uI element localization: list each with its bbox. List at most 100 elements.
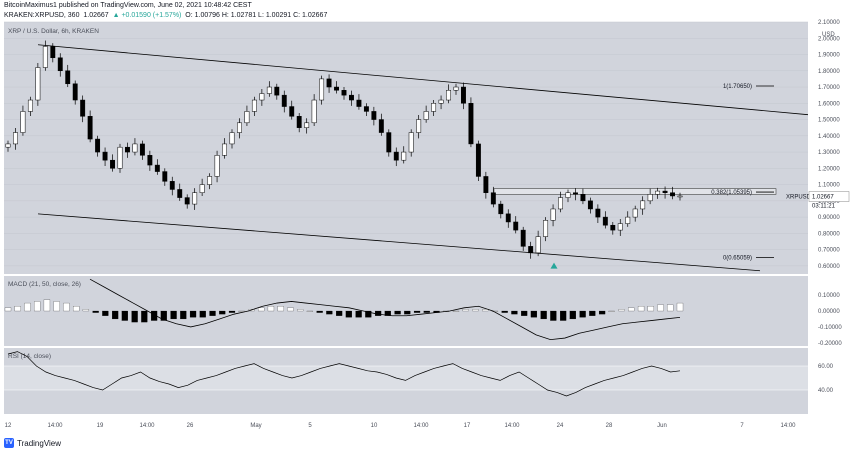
candle-body: [95, 138, 101, 153]
candle-body: [214, 155, 220, 177]
resistance-zone: [493, 188, 777, 195]
price-tick-label: 0.60000: [818, 264, 840, 270]
current-price-label: 1.02667: [812, 195, 834, 201]
candle-body: [677, 195, 683, 198]
candle-body: [244, 111, 250, 124]
candle-body: [528, 246, 534, 254]
candle-body: [326, 78, 332, 88]
macd-histogram-bar: [121, 310, 128, 321]
macd-histogram-bar: [160, 310, 167, 321]
x-tick-label: 14:00: [139, 423, 155, 429]
candle-body: [237, 122, 242, 133]
macd-histogram-bar: [521, 310, 528, 316]
candle-body: [229, 132, 235, 145]
macd-histogram-bar: [82, 309, 90, 312]
macd-histogram-bar: [14, 306, 21, 312]
rsi-pane-bg: [4, 348, 808, 414]
price-tick-label: 0.70000: [818, 248, 840, 254]
price-tick-label: 1.80000: [818, 69, 840, 75]
x-tick-label: 14:00: [504, 423, 520, 429]
macd-histogram-bar: [297, 309, 304, 312]
macd-histogram-bar: [43, 299, 51, 312]
candle-body: [132, 143, 138, 153]
candle-body: [401, 151, 407, 161]
candle-body: [513, 221, 519, 231]
candle-body: [640, 200, 646, 210]
macd-histogram-bar: [102, 310, 109, 316]
fib-level-label: 0(0.65059): [723, 256, 752, 262]
rsi-tick-label: 60.00: [818, 364, 834, 370]
low-marker-icon: [550, 262, 558, 269]
macd-histogram-bar: [316, 310, 323, 313]
macd-histogram-bar: [462, 309, 469, 312]
countdown-label: 03:11:21: [812, 204, 836, 210]
candle-body: [65, 70, 71, 85]
x-tick-label: 5: [308, 423, 312, 429]
candle-body: [371, 111, 377, 120]
macd-histogram-bar: [491, 310, 499, 312]
macd-histogram-bar: [258, 307, 265, 312]
candle-body: [535, 236, 541, 254]
candle-body: [453, 86, 459, 91]
candle-body: [274, 86, 280, 96]
price-tick-label: 2.10000: [818, 20, 840, 26]
candle-body: [490, 192, 496, 205]
candle-body: [625, 216, 631, 224]
macd-tick-label: 0.00000: [818, 309, 840, 315]
candle-body: [461, 86, 466, 104]
candle-body: [154, 164, 160, 172]
candle-body: [617, 223, 623, 231]
macd-histogram-bar: [423, 310, 430, 313]
current-price-box: [808, 191, 850, 202]
price-tick-label: 0.80000: [818, 231, 840, 237]
candle-body: [468, 103, 474, 145]
candle-body: [483, 176, 489, 193]
candle-body: [670, 192, 675, 197]
x-tick-label: Jun: [657, 423, 667, 429]
macd-pane-title: MACD (21, 50, close, 26): [8, 281, 81, 288]
candle-body: [125, 146, 130, 153]
price-tick-label: 0.90000: [818, 215, 840, 221]
macd-histogram-bar: [63, 302, 70, 312]
channel-upper-line: [37, 44, 809, 116]
candle-body: [423, 111, 429, 120]
macd-histogram-bar: [384, 310, 391, 316]
candle-body: [5, 143, 11, 148]
header-ohlc: O: 1.00796 H: 1.02781 L: 1.00291 C: 1.02…: [185, 12, 328, 19]
macd-histogram-bar: [73, 306, 80, 312]
candle-body: [602, 216, 608, 226]
macd-histogram-bar: [92, 310, 99, 313]
candle-body: [334, 86, 339, 91]
header-line1: BitcoinMaximus1 published on TradingView…: [4, 2, 252, 9]
candle-body: [102, 151, 108, 161]
candle-body: [311, 99, 317, 124]
macd-histogram-bar: [141, 310, 148, 323]
candle-body: [363, 106, 369, 112]
candle-body: [281, 94, 287, 107]
rsi-line: [7, 351, 681, 397]
candle-body: [595, 208, 601, 218]
rsi-pane-title: RSI (14, close): [8, 353, 51, 360]
x-tick-label: 28: [606, 423, 613, 429]
macd-histogram-bar: [560, 310, 567, 321]
macd-histogram-bar: [277, 306, 284, 312]
macd-histogram-bar: [482, 309, 489, 312]
candle-body: [408, 132, 414, 153]
macd-histogram-bar: [569, 310, 576, 320]
macd-histogram-bar: [180, 310, 187, 320]
footer-brand[interactable]: TV TradingView: [4, 438, 61, 448]
macd-histogram-bar: [667, 304, 674, 312]
channel-lower-line: [37, 213, 761, 272]
candle-body: [543, 220, 549, 237]
candle-body: [647, 194, 653, 202]
footer-brand-label: TradingView: [17, 438, 62, 448]
candle-body: [446, 90, 451, 101]
candle-body: [580, 194, 586, 202]
header-symbol: KRAKEN:XRPUSD, 360: [4, 12, 80, 19]
candle-body: [184, 197, 190, 205]
symbol-header: KRAKEN:XRPUSD, 360 1.02667 ▲ +0.01590 (+…: [4, 12, 327, 22]
macd-histogram-bar: [618, 309, 625, 312]
candle-body: [50, 46, 56, 59]
macd-histogram-bar: [306, 310, 314, 312]
